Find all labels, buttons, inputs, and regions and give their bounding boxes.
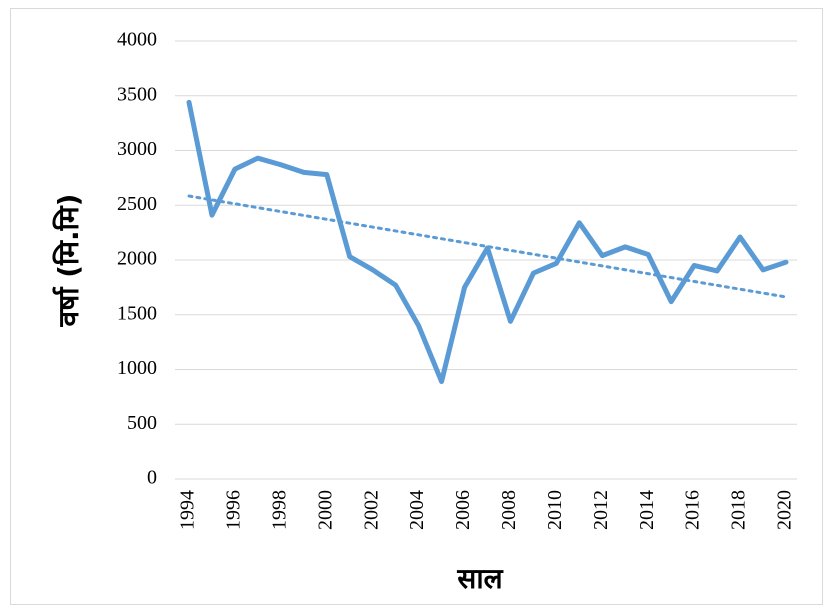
x-tick-label: 1994 [177,490,199,530]
y-tick-label: 3000 [117,138,157,160]
x-tick-label: 2004 [406,490,428,530]
x-tick-label: 1996 [223,490,245,530]
data-line [186,99,789,385]
x-tick-label: 1998 [268,490,290,530]
y-tick-label: 2500 [117,193,157,215]
x-tick-label: 2006 [452,490,474,530]
y-tick-label: 1500 [117,302,157,324]
y-tick-label: 3500 [117,83,157,105]
x-tick-label: 2014 [636,490,658,530]
x-tick-label: 2000 [314,490,336,530]
y-tick-label: 1000 [117,357,157,379]
x-tick-label: 2008 [498,490,520,530]
x-axis-title: साल [456,562,503,595]
x-tick-label: 2018 [728,490,750,530]
chart-border [10,8,823,605]
y-axis-title: वर्षा (मि.मि) [52,194,85,328]
y-tick-label: 2000 [117,248,157,270]
x-tick-label: 2002 [360,490,382,530]
x-tick-label: 2012 [590,490,612,530]
x-tick-label: 2010 [544,490,566,530]
y-tick-label: 0 [147,467,157,489]
x-tick-label: 2020 [774,490,796,530]
y-tick-label: 500 [127,412,157,434]
y-tick-label: 4000 [117,29,157,51]
x-tick-label: 2016 [682,490,704,530]
